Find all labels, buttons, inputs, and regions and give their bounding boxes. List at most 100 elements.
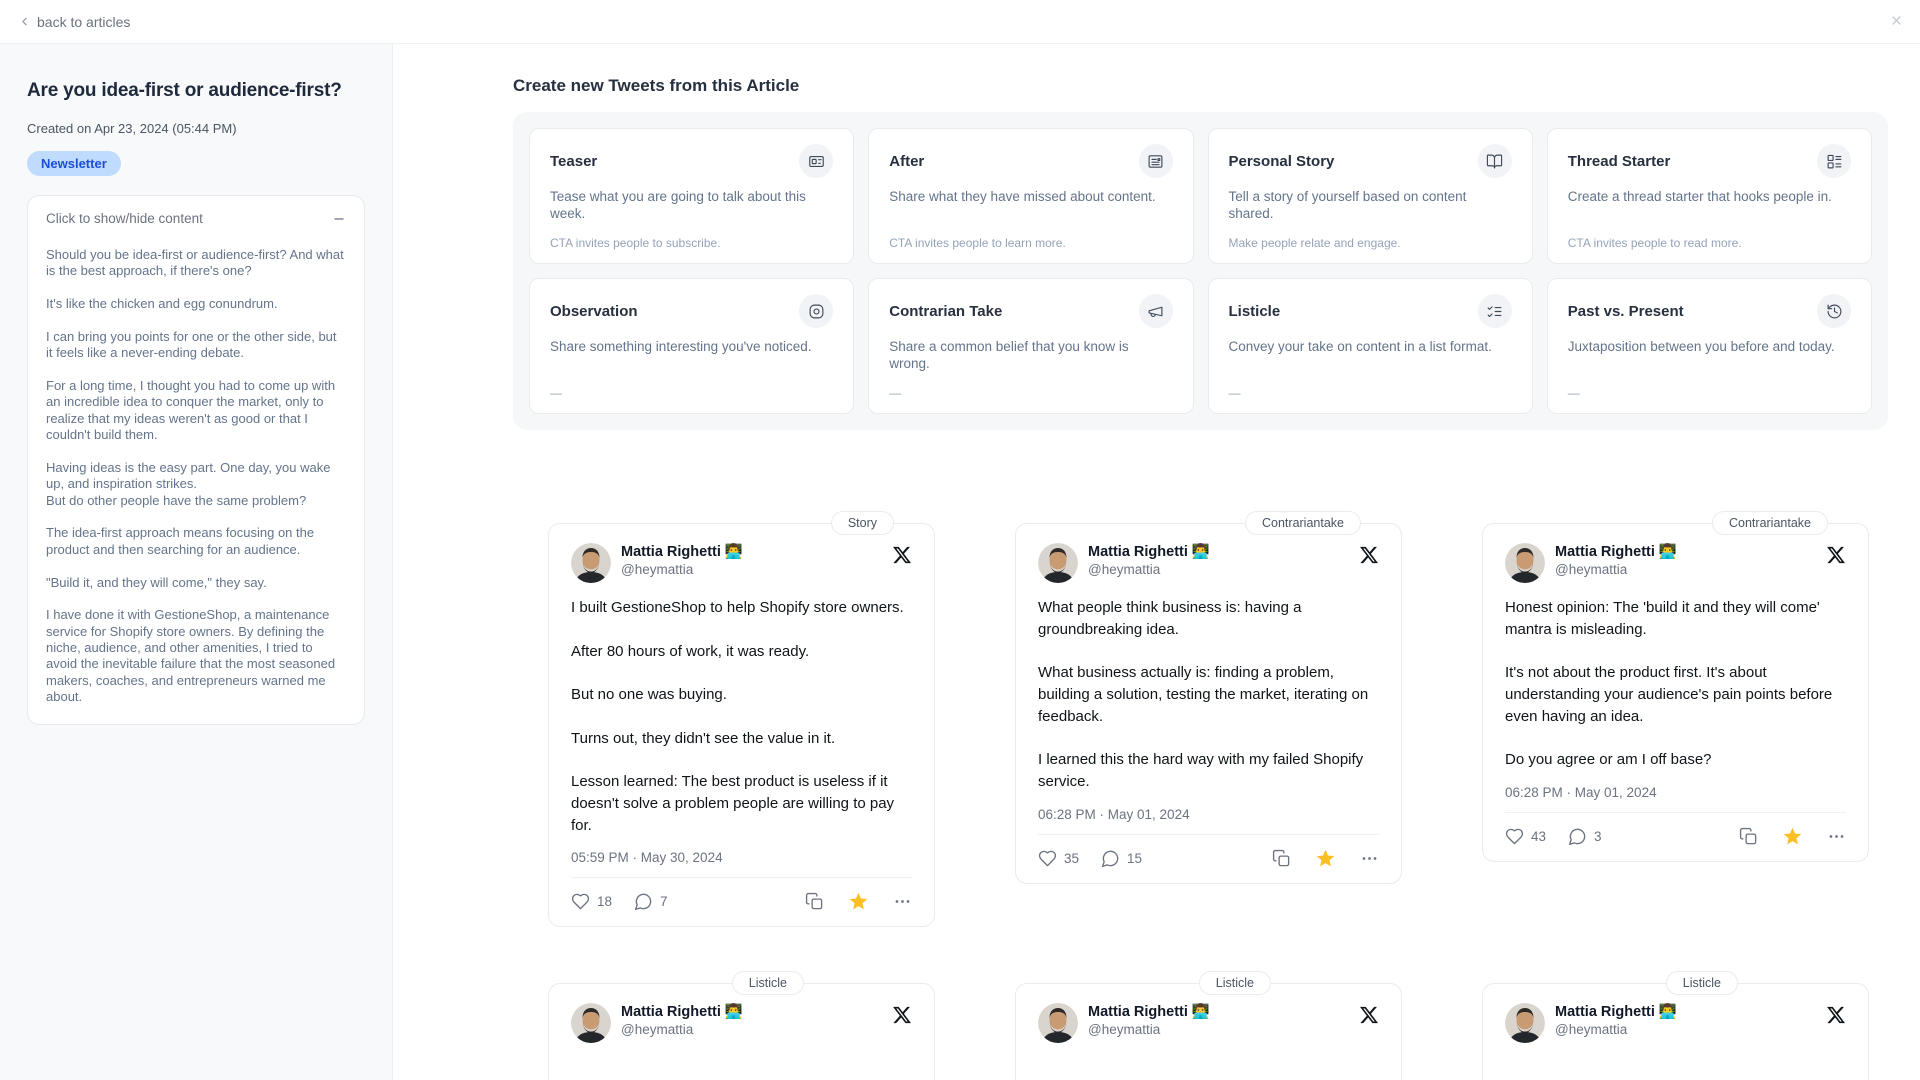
more-options-button[interactable] bbox=[893, 892, 912, 911]
copy-icon bbox=[805, 893, 823, 910]
comment-button[interactable]: 15 bbox=[1101, 849, 1142, 868]
tweet-card-contrarian-1: Contrariantake Mattia Righetti 👨‍💻 @heym… bbox=[1015, 511, 1402, 884]
history-clock-icon bbox=[1817, 294, 1851, 328]
tweet-author-handle: @heymattia bbox=[621, 562, 694, 577]
tweet-text: I built GestioneShop to help Shopify sto… bbox=[571, 599, 904, 834]
x-logo-icon[interactable] bbox=[1826, 1003, 1846, 1030]
tweet-author-handle: @heymattia bbox=[1555, 1022, 1628, 1038]
lens-icon bbox=[799, 294, 834, 328]
star-icon bbox=[849, 893, 868, 910]
template-description: Create a thread starter that hooks peopl… bbox=[1567, 189, 1832, 204]
newsletter-tag: Newsletter bbox=[27, 151, 121, 176]
x-logo-icon[interactable] bbox=[892, 543, 912, 570]
content-toggle[interactable]: Click to show/hide content bbox=[46, 211, 346, 226]
template-title: Thread Starter bbox=[1567, 152, 1671, 170]
template-card-after[interactable]: After Share what they have missed about … bbox=[868, 128, 1194, 264]
template-card-thread-starter[interactable]: Thread Starter Create a thread starter t… bbox=[1546, 128, 1872, 264]
template-description: Tease what you are going to talk about t… bbox=[550, 189, 806, 222]
template-card-observation[interactable]: Observation Share something interesting … bbox=[529, 278, 855, 414]
comment-button[interactable]: 7 bbox=[634, 892, 668, 911]
tweet-text: Honest opinion: The 'build it and they w… bbox=[1505, 599, 1833, 769]
like-button[interactable]: 43 bbox=[1505, 827, 1546, 846]
teaser-card-icon bbox=[799, 144, 834, 178]
tweet-text: What people think business is: having a … bbox=[1038, 599, 1369, 790]
tweet-timestamp: 06:28 PM · May 01, 2024 bbox=[1505, 785, 1657, 800]
comment-button[interactable]: 3 bbox=[1568, 827, 1602, 846]
article-created-date: Created on Apr 23, 2024 (05:44 PM) bbox=[27, 121, 237, 136]
tweet-author-handle: @heymattia bbox=[621, 1022, 694, 1038]
favorite-star-button[interactable] bbox=[1782, 826, 1803, 847]
tweet-type-badge: Story bbox=[830, 511, 894, 535]
template-cta: CTA invites people to subscribe. bbox=[550, 236, 721, 250]
template-title: Listicle bbox=[1228, 302, 1281, 320]
like-count: 18 bbox=[597, 894, 613, 910]
avatar bbox=[1038, 543, 1078, 583]
comment-icon bbox=[1101, 850, 1119, 867]
content-toggle-label: Click to show/hide content bbox=[46, 211, 203, 226]
comment-icon bbox=[1568, 828, 1586, 846]
tweet-author-name: Mattia Righetti 👨‍💻 bbox=[621, 544, 743, 560]
template-cta: — bbox=[889, 386, 902, 400]
favorite-star-button[interactable] bbox=[1315, 848, 1336, 869]
close-icon[interactable]: × bbox=[1890, 11, 1902, 32]
back-to-articles-button[interactable]: back to articles bbox=[18, 14, 130, 30]
x-logo-icon[interactable] bbox=[1359, 1003, 1379, 1030]
tweet-timestamp: 06:28 PM · May 01, 2024 bbox=[1038, 806, 1190, 822]
template-title: Observation bbox=[550, 302, 638, 320]
article-content-card: Click to show/hide content Should you be… bbox=[27, 195, 365, 725]
collapse-minus-icon[interactable] bbox=[332, 212, 346, 226]
template-title: After bbox=[889, 152, 925, 170]
comment-count: 7 bbox=[660, 894, 668, 910]
template-cta: CTA invites people to learn more. bbox=[889, 236, 1066, 250]
more-options-button[interactable] bbox=[1827, 827, 1846, 846]
copy-button[interactable] bbox=[1739, 827, 1758, 846]
checklist-icon bbox=[1477, 294, 1512, 328]
x-logo-icon[interactable] bbox=[1359, 543, 1379, 570]
avatar bbox=[1038, 1003, 1078, 1044]
avatar bbox=[571, 1003, 611, 1044]
template-card-past-vs-present[interactable]: Past vs. Present Juxtaposition between y… bbox=[1546, 278, 1872, 414]
tweet-author-handle: @heymattia bbox=[1555, 562, 1628, 577]
template-card-listicle[interactable]: Listicle Convey your take on content in … bbox=[1207, 278, 1533, 414]
copy-icon bbox=[1272, 849, 1290, 867]
back-to-articles-label: back to articles bbox=[37, 13, 131, 30]
template-cta: — bbox=[1567, 386, 1580, 400]
tweet-author-name: Mattia Righetti 👨‍💻 bbox=[1088, 1004, 1210, 1021]
template-card-teaser[interactable]: Teaser Tease what you are going to talk … bbox=[529, 128, 855, 264]
comment-count: 15 bbox=[1127, 850, 1143, 866]
comment-icon bbox=[634, 893, 652, 911]
heart-icon bbox=[1505, 828, 1524, 845]
copy-button[interactable] bbox=[805, 892, 824, 911]
chevron-left-icon bbox=[22, 17, 27, 26]
avatar bbox=[1505, 543, 1545, 583]
copy-button[interactable] bbox=[1272, 849, 1291, 868]
tweet-author-name: Mattia Righetti 👨‍💻 bbox=[621, 1004, 743, 1021]
favorite-star-button[interactable] bbox=[848, 891, 869, 912]
template-cta: CTA invites people to read more. bbox=[1567, 236, 1742, 250]
template-description: Share something interesting you've notic… bbox=[550, 339, 812, 354]
topbar: back to articles × bbox=[0, 0, 1920, 44]
template-description: Share what they have missed about conten… bbox=[889, 189, 1156, 204]
tweet-author-name: Mattia Righetti 👨‍💻 bbox=[1555, 1004, 1677, 1021]
template-title: Past vs. Present bbox=[1567, 302, 1684, 320]
tweet-card-listicle-2: Listicle Mattia Righetti 👨‍💻 @heymattia bbox=[1015, 971, 1402, 1080]
article-sidebar: Are you idea-first or audience-first? Cr… bbox=[0, 44, 393, 1080]
like-button[interactable]: 35 bbox=[1038, 849, 1079, 868]
like-button[interactable]: 18 bbox=[571, 892, 612, 911]
layout-list-icon bbox=[1817, 144, 1851, 178]
x-logo-icon[interactable] bbox=[1826, 543, 1846, 570]
tweet-timestamp: 05:59 PM · May 30, 2024 bbox=[571, 850, 723, 866]
template-description: Convey your take on content in a list fo… bbox=[1228, 339, 1492, 354]
tweet-author-handle: @heymattia bbox=[1088, 562, 1161, 577]
template-card-personal-story[interactable]: Personal Story Tell a story of yourself … bbox=[1207, 128, 1533, 264]
templates-panel: Teaser Tease what you are going to talk … bbox=[513, 112, 1888, 430]
x-logo-icon[interactable] bbox=[892, 1003, 912, 1030]
more-options-button[interactable] bbox=[1360, 849, 1379, 868]
template-title: Contrarian Take bbox=[889, 302, 1003, 320]
avatar bbox=[1505, 1003, 1545, 1044]
newspaper-icon bbox=[1138, 144, 1173, 178]
template-cta: — bbox=[1228, 386, 1241, 400]
divider bbox=[1038, 833, 1379, 835]
template-card-contrarian-take[interactable]: Contrarian Take Share a common belief th… bbox=[868, 278, 1194, 414]
article-title: Are you idea-first or audience-first? bbox=[27, 80, 342, 101]
